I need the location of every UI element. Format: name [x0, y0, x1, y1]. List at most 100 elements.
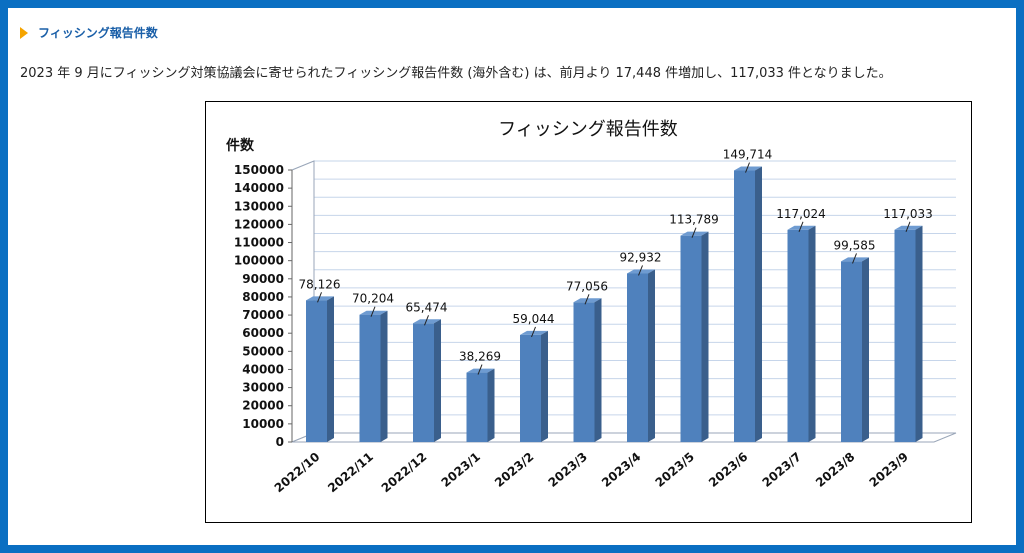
bars — [306, 166, 923, 442]
triangle-bullet-icon — [20, 26, 28, 39]
bar — [359, 314, 381, 442]
data-label: 78,126 — [299, 277, 341, 291]
y-tick-label: 100000 — [234, 254, 284, 268]
y-tick-label: 80000 — [242, 290, 284, 304]
bar — [306, 300, 327, 442]
y-tick-label: 110000 — [234, 236, 284, 250]
y-tick-label: 10000 — [242, 417, 284, 431]
bar-top — [306, 296, 334, 301]
data-label: 99,585 — [834, 238, 876, 252]
bar-top — [520, 330, 548, 335]
chart-title: フィッシング報告件数 — [498, 119, 678, 140]
y-tick-label: 130000 — [234, 199, 284, 213]
data-label: 38,269 — [459, 350, 501, 364]
data-label-leader — [424, 315, 429, 326]
bar-chart: フィッシング報告件数 件数 0 10000 20000 30000 40000 50000… — [226, 119, 957, 496]
bar-side — [701, 231, 709, 442]
bar-top — [466, 368, 495, 373]
y-tick-label: 150000 — [234, 163, 284, 177]
bar — [787, 229, 809, 442]
data-label-leader — [905, 221, 911, 232]
bar-side — [915, 225, 923, 442]
y-axis-label: 件数 — [226, 137, 255, 154]
bar — [520, 334, 541, 442]
bar — [627, 273, 648, 442]
x-tick-label: 2023/3 — [546, 450, 590, 490]
bar-side — [862, 257, 869, 442]
data-label-leader — [638, 265, 643, 276]
bar-top — [627, 269, 655, 274]
y-tick-label: 70000 — [242, 308, 284, 322]
bar-top — [680, 231, 709, 236]
y-tick-label: 40000 — [242, 362, 284, 376]
x-tick-label: 2022/12 — [379, 450, 430, 496]
x-tick-label: 2023/2 — [492, 450, 536, 490]
bar — [894, 229, 916, 442]
x-tick-label: 2023/7 — [760, 450, 804, 490]
x-tick-label: 2022/10 — [272, 450, 323, 496]
bar — [466, 372, 488, 442]
x-tick-labels: 2022/10 2022/11 2022/12 2023/1 2023/2 2023/3 2… — [272, 450, 911, 496]
bar-top — [573, 298, 602, 303]
data-label-leader — [370, 306, 376, 317]
x-tick-label: 2023/6 — [706, 450, 750, 490]
chart-container: フィッシング報告件数 件数 0 10000 20000 30000 40000 50000… — [205, 101, 972, 523]
data-label-leader — [531, 326, 536, 338]
bar-side — [541, 330, 548, 442]
bar-top — [413, 319, 441, 324]
bar-top — [894, 225, 923, 230]
data-label: 113,789 — [669, 213, 719, 227]
y-tick-label: 120000 — [234, 217, 284, 231]
data-label-leader — [477, 364, 483, 375]
bar — [413, 323, 434, 442]
data-label: 65,474 — [406, 300, 448, 314]
section-heading-text: フィッシング報告件数 — [38, 26, 158, 40]
bar-side — [594, 298, 602, 442]
bar-side — [808, 225, 816, 442]
bar-top — [787, 225, 816, 230]
bar-side — [327, 296, 334, 442]
bar-side — [380, 310, 388, 442]
data-labels: 78,126 70,204 65,474 38,269 59,044 77,056 92,9… — [299, 148, 933, 375]
section-description: 2023 年 9 月にフィッシング対策協議会に寄せられたフィッシング報告件数 (… — [20, 66, 892, 81]
bar-side — [755, 166, 762, 442]
data-label: 59,044 — [513, 312, 555, 326]
bar-top — [734, 166, 762, 171]
data-label: 149,714 — [723, 148, 773, 162]
data-label-leader — [584, 294, 590, 305]
y-tick-label: 60000 — [242, 326, 284, 340]
bar-side — [648, 269, 655, 442]
bar-top — [841, 257, 869, 262]
data-label: 117,033 — [883, 207, 933, 221]
bar-top — [359, 310, 388, 315]
data-label: 117,024 — [776, 207, 826, 221]
bar — [734, 170, 755, 442]
y-tick-label: 140000 — [234, 181, 284, 195]
bar-side — [487, 368, 495, 442]
section-heading: フィッシング報告件数 — [20, 24, 158, 41]
bar-side — [434, 319, 441, 442]
x-tick-label: 2022/11 — [325, 450, 376, 496]
data-label-leader — [745, 162, 750, 173]
bar — [680, 235, 702, 442]
data-label-leader — [798, 221, 804, 232]
data-label-leader — [317, 292, 322, 303]
data-label: 77,056 — [566, 279, 608, 293]
data-label: 92,932 — [620, 250, 662, 264]
y-tick-label: 20000 — [242, 399, 284, 413]
bar — [841, 261, 862, 442]
x-tick-label: 2023/4 — [599, 450, 643, 490]
y-tick-label: 90000 — [242, 272, 284, 286]
y-tick-label: 50000 — [242, 344, 284, 358]
x-tick-label: 2023/1 — [439, 450, 483, 490]
data-label-leader — [852, 253, 857, 264]
data-label-leader — [691, 227, 697, 238]
y-tick-labels: 0 10000 20000 30000 40000 50000 60000 70000 8000… — [234, 163, 284, 449]
bar — [573, 302, 595, 442]
data-label: 70,204 — [352, 292, 394, 306]
x-tick-label: 2023/9 — [867, 450, 911, 490]
y-tick-label: 0 — [276, 435, 284, 449]
y-tick-label: 30000 — [242, 381, 284, 395]
x-tick-label: 2023/8 — [813, 450, 857, 490]
x-tick-label: 2023/5 — [653, 450, 697, 490]
